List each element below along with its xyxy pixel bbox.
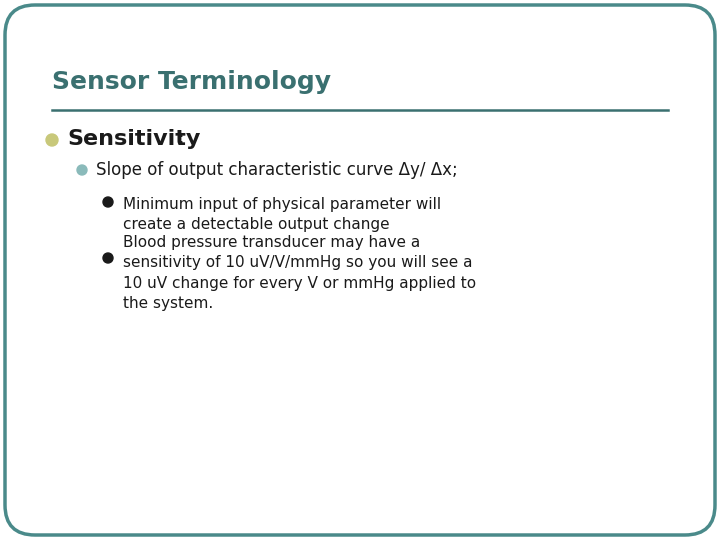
Circle shape	[77, 165, 87, 175]
Text: :: :	[176, 129, 185, 149]
FancyBboxPatch shape	[5, 5, 715, 535]
Circle shape	[103, 197, 113, 207]
Text: Blood pressure transducer may have a
sensitivity of 10 uV/V/mmHg so you will see: Blood pressure transducer may have a sen…	[123, 235, 476, 311]
Text: Sensor Terminology: Sensor Terminology	[52, 70, 331, 94]
Circle shape	[46, 134, 58, 146]
Text: Sensitivity: Sensitivity	[67, 129, 200, 149]
Circle shape	[103, 253, 113, 263]
Text: Slope of output characteristic curve Δy/ Δx;: Slope of output characteristic curve Δy/…	[96, 161, 458, 179]
Text: Minimum input of physical parameter will
create a detectable output change: Minimum input of physical parameter will…	[123, 197, 441, 232]
